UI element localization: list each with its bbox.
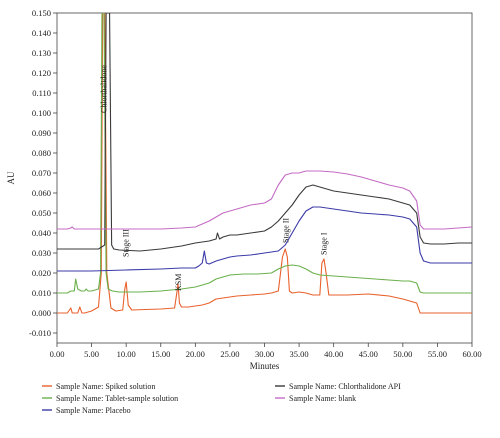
x-tick-label: 25.00 xyxy=(220,349,239,359)
y-tick-label: 0.120 xyxy=(32,68,51,78)
x-tick-label: 0.00 xyxy=(50,349,65,359)
y-tick-label: 0.040 xyxy=(32,228,51,238)
x-tick-label: 5.00 xyxy=(84,349,99,359)
legend-label: Sample Name: Placebo xyxy=(56,406,131,415)
peak-label: Stage II xyxy=(281,218,290,243)
x-tick-label: 60.00 xyxy=(462,349,481,359)
x-tick-label: 55.00 xyxy=(428,349,447,359)
y-tick-label: 0.100 xyxy=(32,108,51,118)
plot-area: Chlorthalidone Stage III KSM Stage II Stage … xyxy=(56,12,473,344)
y-tick-label: 0.030 xyxy=(32,248,51,258)
series-layer xyxy=(57,13,472,314)
x-tick-label: 35.00 xyxy=(290,349,309,359)
x-tick-label: 20.00 xyxy=(186,349,205,359)
y-tick-label: 0.000 xyxy=(32,308,51,318)
y-tick-label: 0.010 xyxy=(32,288,51,298)
y-tick-label: 0.070 xyxy=(32,168,51,178)
y-tick-label: 0.090 xyxy=(32,128,51,138)
y-tick-label: 0.060 xyxy=(32,188,51,198)
peak-label: KSM xyxy=(174,274,183,291)
y-tick-label: 0.080 xyxy=(32,148,51,158)
legend-label: Sample Name: Chlorthalidone API xyxy=(289,382,401,391)
peak-label: Stage I xyxy=(319,232,328,255)
y-tick-label: 0.130 xyxy=(32,48,51,58)
x-tick-label: 40.00 xyxy=(324,349,343,359)
series-line-4 xyxy=(57,170,472,230)
x-tick-label: 30.00 xyxy=(255,349,274,359)
legend-label: Sample Name: blank xyxy=(289,394,356,403)
annotation-layer: Chlorthalidone Stage III KSM Stage II Stage … xyxy=(99,65,328,291)
y-tick-label: 0.150 xyxy=(32,8,51,18)
series-line-3 xyxy=(57,13,472,252)
x-axis-ticks: 0.00 5.00 10.00 15.00 20.00 25.00 30.00 35.00 40… xyxy=(50,343,482,359)
peak-label: Chlorthalidone xyxy=(99,65,108,113)
x-tick-label: 15.00 xyxy=(151,349,170,359)
y-tick-label: 0.110 xyxy=(32,88,51,98)
peak-label: Stage III xyxy=(121,229,130,257)
legend-label: Sample Name: Tablet-sample solution xyxy=(56,394,178,403)
y-axis-ticks: -0.010 0.000 0.010 0.020 0.030 0.040 0.050 0.06… xyxy=(29,8,57,338)
y-axis-title: AU xyxy=(6,171,16,184)
x-tick-label: 10.00 xyxy=(117,349,136,359)
x-axis-title: Minutes xyxy=(250,361,280,371)
x-tick-label: 50.00 xyxy=(393,349,412,359)
x-tick-label: 45.00 xyxy=(359,349,378,359)
series-line-1 xyxy=(57,13,472,294)
chart-legend: Sample Name: Spiked solution Sample Name:… xyxy=(42,382,401,415)
y-tick-label: 0.050 xyxy=(32,208,51,218)
series-line-2 xyxy=(57,206,472,272)
y-tick-label: 0.140 xyxy=(32,28,51,38)
series-line-0 xyxy=(57,13,472,314)
y-tick-label: -0.010 xyxy=(29,328,51,338)
legend-label: Sample Name: Spiked solution xyxy=(56,382,155,391)
y-tick-label: 0.020 xyxy=(32,268,51,278)
